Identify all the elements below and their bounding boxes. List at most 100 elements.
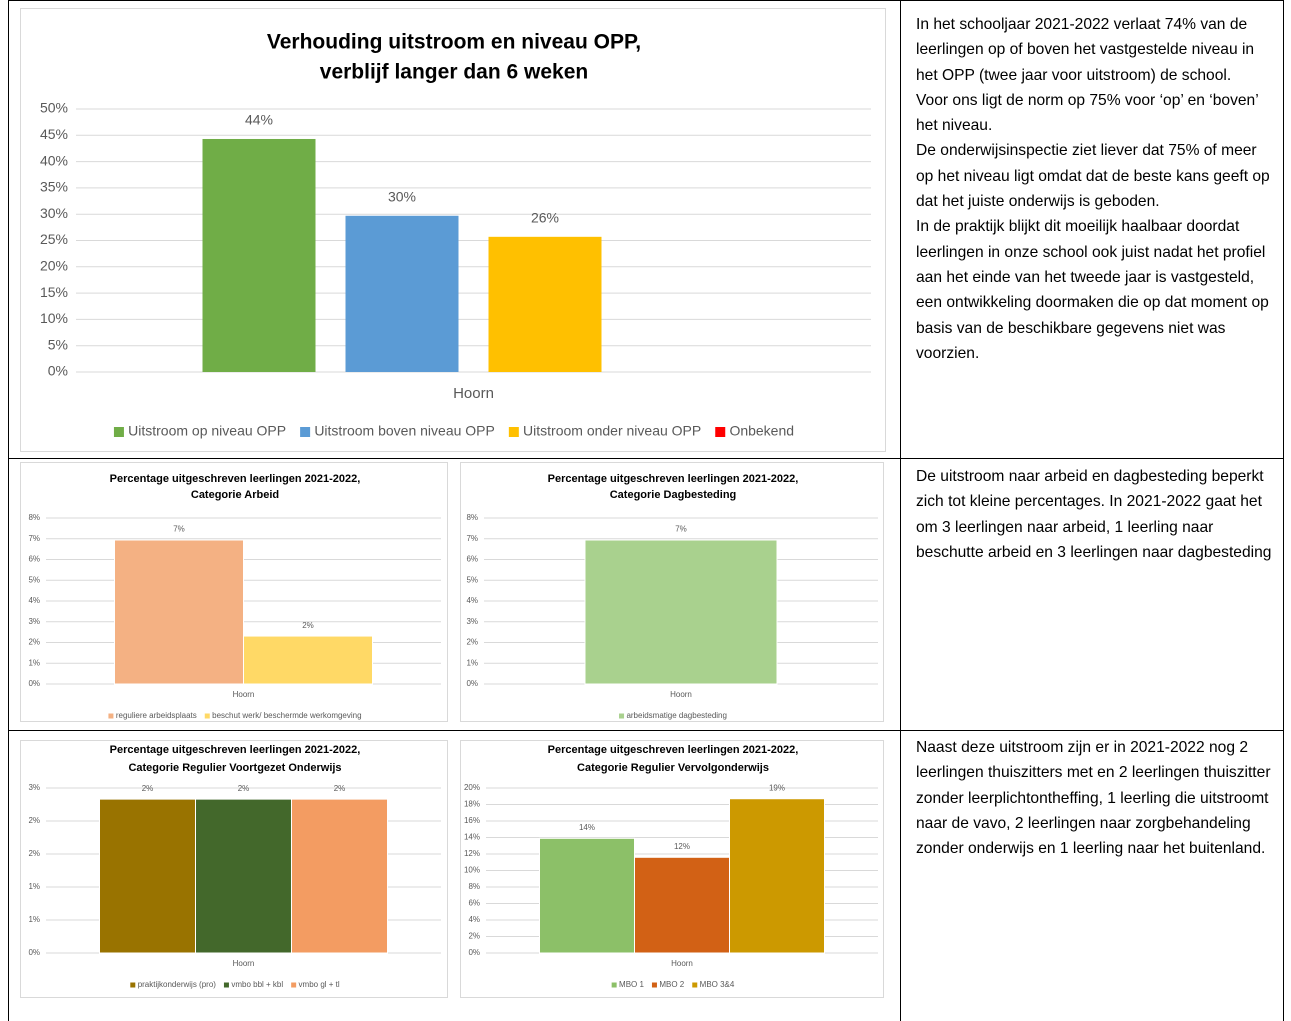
y-tick-label: 5%	[28, 575, 40, 584]
y-tick-label: 4%	[466, 596, 478, 605]
bar	[634, 856, 730, 954]
cell-text: Naast deze uitstroom zijn er in 2021-202…	[916, 735, 1278, 861]
chart-title: verblijf langer dan 6 weken	[320, 61, 588, 84]
y-tick-label: 1%	[28, 915, 40, 924]
y-tick-label: 3%	[466, 617, 478, 626]
data-label: 14%	[579, 823, 595, 832]
y-tick-label: 12%	[464, 849, 480, 858]
y-tick-label: 25%	[40, 231, 68, 247]
y-tick-label: 20%	[40, 258, 68, 274]
y-tick-label: 20%	[464, 783, 480, 792]
legend-label: reguliere arbeidsplaats	[116, 711, 197, 720]
y-tick-label: 1%	[28, 658, 40, 667]
paragraph: Naast deze uitstroom zijn er in 2021-202…	[916, 739, 1271, 858]
legend-label: MBO 3&4	[700, 980, 735, 989]
y-tick-label: 6%	[28, 555, 40, 564]
chart: Verhouding uitstroom en niveau OPP, verbl…	[20, 8, 886, 452]
legend-marker	[130, 982, 136, 988]
y-tick-label: 8%	[466, 513, 478, 522]
legend-label: Onbekend	[729, 423, 794, 439]
chart-svg: Percentage uitgeschreven leerlingen 2021…	[466, 473, 878, 720]
legend-label: MBO 2	[659, 980, 684, 989]
y-tick-label: 0%	[468, 948, 480, 957]
chart-svg: Percentage uitgeschreven leerlingen 2021…	[28, 473, 441, 720]
chart-title: Percentage uitgeschreven leerlingen 2021…	[110, 744, 361, 756]
y-tick-label: 2%	[28, 849, 40, 858]
chart-title: Percentage uitgeschreven leerlingen 2021…	[548, 744, 799, 756]
legend-marker	[619, 713, 625, 719]
y-tick-label: 10%	[464, 866, 480, 875]
legend-marker	[204, 713, 210, 719]
paragraph: De onderwijsinspectie ziet liever dat 75…	[916, 142, 1270, 211]
chart-title: Percentage uitgeschreven leerlingen 2021…	[110, 473, 361, 485]
x-tick-label: Hoorn	[671, 959, 693, 968]
bar	[114, 539, 244, 685]
bar	[99, 798, 196, 954]
legend-marker	[715, 427, 726, 437]
cell-text: In het schooljaar 2021-2022 verlaat 74% …	[916, 12, 1278, 366]
y-tick-label: 14%	[464, 833, 480, 842]
paragraph: Voor ons ligt de norm op 75% voor ‘op’ e…	[916, 91, 1259, 135]
legend-marker	[291, 982, 297, 988]
table-cell	[900, 730, 1284, 1021]
y-tick-label: 6%	[468, 899, 480, 908]
paragraph: In het schooljaar 2021-2022 verlaat 74% …	[916, 16, 1255, 84]
y-tick-label: 6%	[466, 555, 478, 564]
chart: Percentage uitgeschreven leerlingen 2021…	[20, 740, 448, 998]
legend-label: vmbo gl + tl	[299, 980, 340, 989]
paragraph: De uitstroom naar arbeid en dagbesteding…	[916, 468, 1272, 561]
y-tick-label: 8%	[468, 882, 480, 891]
bar	[291, 798, 388, 954]
chart-title: Verhouding uitstroom en niveau OPP,	[267, 31, 641, 54]
chart: Percentage uitgeschreven leerlingen 2021…	[460, 740, 884, 998]
cell-text: De uitstroom naar arbeid en dagbesteding…	[916, 464, 1278, 565]
y-tick-label: 0%	[466, 679, 478, 688]
paragraph: In de praktijk blijkt dit moeilijk haalb…	[916, 218, 1269, 362]
bar	[243, 635, 373, 685]
y-tick-label: 3%	[28, 783, 40, 792]
y-tick-label: 35%	[40, 179, 68, 195]
legend-marker	[113, 427, 124, 437]
legend-marker	[692, 982, 698, 988]
y-tick-label: 1%	[466, 658, 478, 667]
data-label: 2%	[302, 621, 314, 630]
y-tick-label: 40%	[40, 152, 68, 168]
y-tick-label: 2%	[468, 932, 480, 941]
data-label: 7%	[675, 525, 687, 534]
chart-svg: Percentage uitgeschreven leerlingen 2021…	[28, 744, 441, 989]
bar	[729, 798, 825, 954]
legend-label: Uitstroom op niveau OPP	[128, 423, 286, 439]
bar	[488, 236, 602, 372]
legend-marker	[108, 713, 114, 719]
data-label: 2%	[238, 784, 250, 793]
data-label: 19%	[769, 783, 785, 792]
y-tick-label: 5%	[48, 336, 68, 352]
y-tick-label: 3%	[28, 617, 40, 626]
y-tick-label: 0%	[28, 679, 40, 688]
chart-title: Categorie Arbeid	[191, 489, 279, 501]
legend-label: MBO 1	[619, 980, 644, 989]
data-label: 26%	[531, 209, 559, 225]
y-tick-label: 4%	[28, 596, 40, 605]
legend-marker	[651, 982, 657, 988]
legend-marker	[508, 427, 519, 437]
chart-svg: Percentage uitgeschreven leerlingen 2021…	[464, 744, 878, 989]
chart: Percentage uitgeschreven leerlingen 2021…	[20, 462, 448, 722]
y-tick-label: 1%	[28, 882, 40, 891]
legend-label: beschut werk/ beschermde werkomgeving	[212, 711, 361, 720]
y-tick-label: 45%	[40, 126, 68, 142]
chart-title: Categorie Regulier Voortgezet Onderwijs	[128, 762, 341, 774]
chart-svg: Verhouding uitstroom en niveau OPP, verbl…	[40, 31, 871, 439]
legend-label: Uitstroom onder niveau OPP	[523, 423, 701, 439]
bar	[195, 798, 292, 954]
y-tick-label: 8%	[28, 513, 40, 522]
y-tick-label: 2%	[28, 638, 40, 647]
y-tick-label: 0%	[48, 363, 68, 379]
data-label: 44%	[245, 111, 273, 127]
data-label: 30%	[388, 188, 416, 204]
chart-title: Categorie Dagbesteding	[610, 489, 737, 501]
y-tick-label: 5%	[466, 575, 478, 584]
legend-label: praktijkonderwijs (pro)	[138, 980, 217, 989]
y-tick-label: 15%	[40, 284, 68, 300]
chart-title: Percentage uitgeschreven leerlingen 2021…	[548, 473, 799, 485]
